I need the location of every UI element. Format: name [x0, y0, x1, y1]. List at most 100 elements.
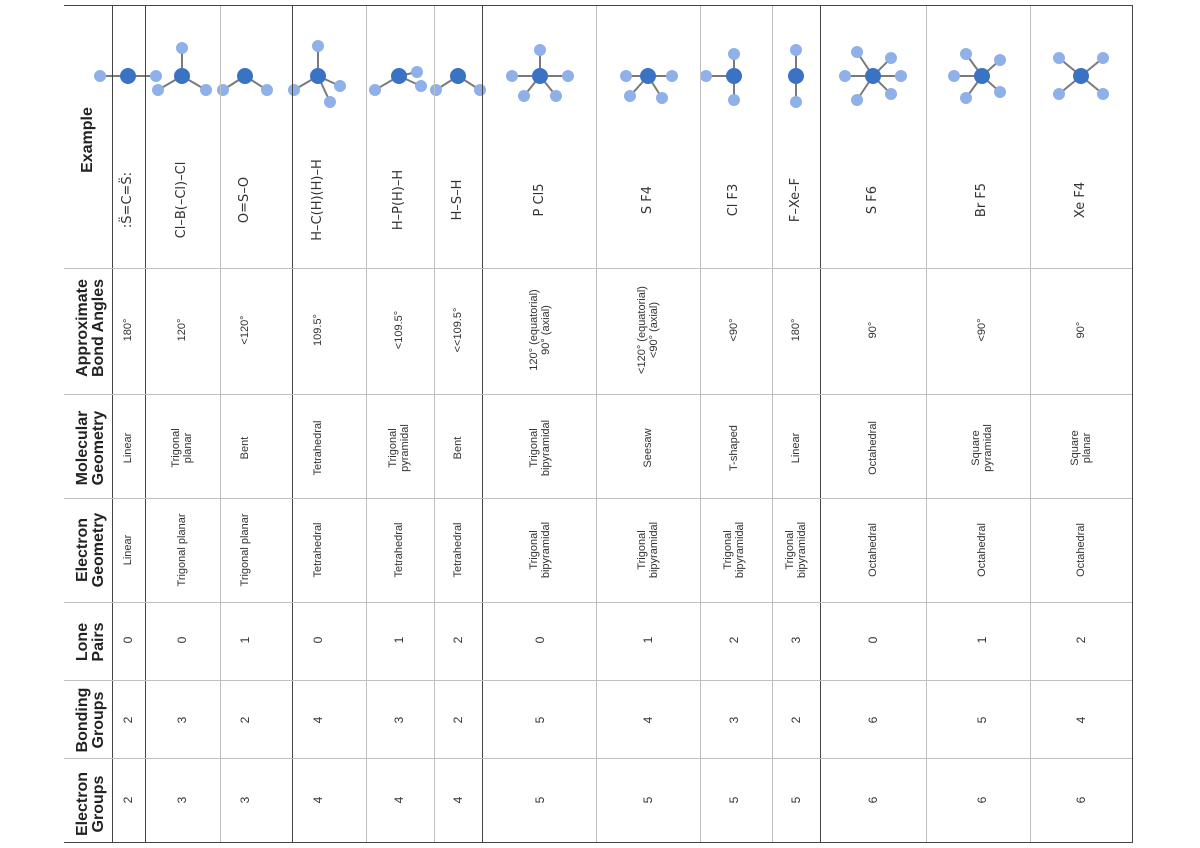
- cell-electron_geometry: Tetrahedral: [452, 522, 464, 578]
- grid-row-line: [64, 5, 1132, 6]
- trigonal-planar-model-icon: [174, 68, 190, 84]
- lewis-structure: :S̈=C=S̈:: [120, 171, 135, 229]
- cell-bonding_groups: 4: [641, 716, 655, 724]
- cell-molecular_geometry: Trigonal planar: [170, 428, 194, 468]
- cell-bonding_groups: 2: [451, 716, 465, 724]
- cell-electron_groups: 6: [975, 796, 989, 804]
- cell-electron_groups: 5: [641, 796, 655, 804]
- outer-atom: [562, 70, 574, 82]
- cell-electron_groups: 5: [533, 796, 547, 804]
- grid-row-line: [64, 498, 1132, 499]
- bond-line: [965, 75, 983, 99]
- cell-bond_angles: <90°: [728, 318, 740, 342]
- cell-molecular_geometry: T-shaped: [728, 425, 740, 471]
- cell-bond_angles: 109.5°: [312, 314, 324, 346]
- bond-line: [629, 75, 649, 97]
- bond-line: [965, 53, 983, 77]
- outer-atom: [656, 92, 668, 104]
- cell-lone_pairs: 0: [175, 636, 189, 644]
- cell-electron_geometry: Trigonal planar: [176, 513, 188, 587]
- cell-lone_pairs: 0: [311, 636, 325, 644]
- outer-atom: [895, 70, 907, 82]
- outer-atom: [851, 46, 863, 58]
- cell-bonding_groups: 4: [311, 716, 325, 724]
- cell-molecular_geometry: Bent: [239, 436, 251, 460]
- cell-bond_angles: <90°: [976, 318, 988, 342]
- outer-atom: [728, 48, 740, 60]
- outer-atom: [430, 84, 442, 96]
- bond-line: [856, 75, 874, 101]
- cell-electron_groups: 4: [311, 796, 325, 804]
- outer-atom: [474, 84, 486, 96]
- cell-electron_geometry: Trigonal planar: [239, 513, 251, 587]
- cell-bond_angles: <120° (equatorial) <90° (axial): [636, 286, 660, 374]
- cell-molecular_geometry: Seesaw: [642, 428, 654, 468]
- cell-lone_pairs: 2: [1074, 636, 1088, 644]
- outer-atom: [960, 92, 972, 104]
- outer-atom: [217, 84, 229, 96]
- outer-atom: [94, 70, 106, 82]
- grid-column-line: [596, 5, 597, 843]
- bond-line: [374, 75, 400, 91]
- cell-bonding_groups: 5: [533, 716, 547, 724]
- t-shaped-model-icon: [726, 68, 742, 84]
- cell-lone_pairs: 0: [866, 636, 880, 644]
- cell-molecular_geometry: Trigonal pyramidal: [387, 424, 411, 472]
- bond-line: [523, 75, 541, 97]
- cell-bonding_groups: 2: [238, 716, 252, 724]
- outer-atom: [994, 86, 1006, 98]
- grid-column-line: [482, 5, 483, 843]
- outer-atom: [851, 94, 863, 106]
- cell-bonding_groups: 5: [975, 716, 989, 724]
- grid-column-line: [145, 5, 146, 843]
- cell-electron_groups: 6: [1074, 796, 1088, 804]
- linear-model-icon: [120, 68, 136, 84]
- outer-atom: [624, 90, 636, 102]
- outer-atom: [960, 48, 972, 60]
- cell-molecular_geometry: Square pyramidal: [970, 424, 994, 472]
- outer-atom: [369, 84, 381, 96]
- cell-electron_geometry: Linear: [122, 534, 134, 566]
- header-example: Example: [79, 107, 96, 173]
- bent-tetrahedral-model-icon: [450, 68, 466, 84]
- grid-row-line: [64, 602, 1132, 603]
- outer-atom: [728, 94, 740, 106]
- outer-atom: [620, 70, 632, 82]
- bond-line: [872, 75, 892, 95]
- grid-row-line: [64, 842, 1132, 843]
- bond-line: [317, 75, 331, 103]
- lewis-structure: S F4: [640, 185, 655, 215]
- outer-atom: [518, 90, 530, 102]
- outer-atom: [1053, 88, 1065, 100]
- outer-atom: [176, 42, 188, 54]
- cell-lone_pairs: 3: [789, 636, 803, 644]
- grid-column-line: [1030, 5, 1031, 843]
- bond-line: [457, 75, 481, 91]
- bond-line: [981, 59, 1001, 77]
- cell-electron_groups: 3: [238, 796, 252, 804]
- square-planar-model-icon: [1073, 68, 1089, 84]
- cell-bond_angles: <109.5°: [393, 310, 405, 350]
- octahedral-model-icon: [865, 68, 881, 84]
- grid-column-line: [1132, 5, 1133, 843]
- cell-bonding_groups: 3: [727, 716, 741, 724]
- bond-line: [1080, 75, 1104, 95]
- cell-lone_pairs: 2: [727, 636, 741, 644]
- cell-lone_pairs: 1: [392, 636, 406, 644]
- outer-atom: [152, 84, 164, 96]
- grid-column-line: [820, 5, 821, 843]
- outer-atom: [415, 80, 427, 92]
- lewis-structure: S F6: [865, 185, 880, 215]
- outer-atom: [550, 90, 562, 102]
- cell-bond_angles: <<109.5°: [452, 307, 464, 353]
- grid-column-line: [434, 5, 435, 843]
- grid-column-line: [366, 5, 367, 843]
- grid-row-line: [64, 680, 1132, 681]
- bond-line: [244, 75, 268, 91]
- outer-atom: [1053, 52, 1065, 64]
- outer-atom: [288, 84, 300, 96]
- grid-column-line: [112, 5, 113, 843]
- cell-molecular_geometry: Octahedral: [867, 421, 879, 475]
- bond-line: [1058, 57, 1082, 77]
- grid-row-line: [64, 394, 1132, 395]
